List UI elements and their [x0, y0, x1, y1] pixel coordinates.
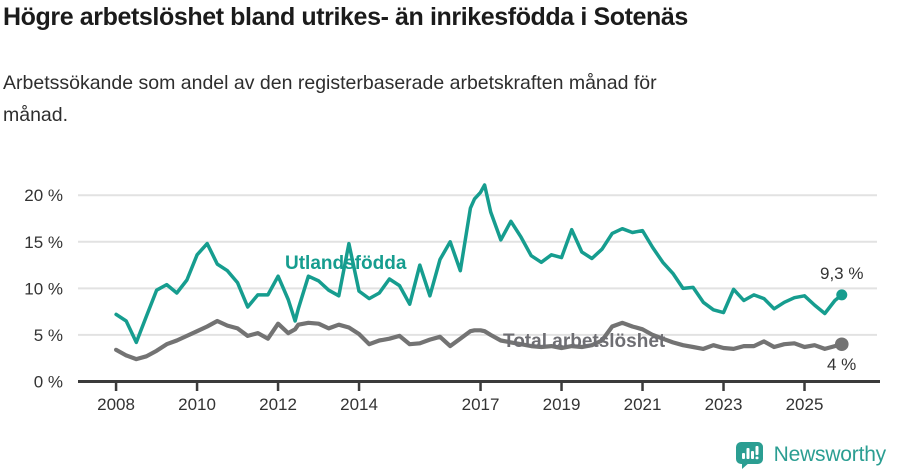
subtitle-line-1: Arbetssökande som andel av den registerb… — [3, 72, 657, 94]
series-label-total-arbetsloshet: Total arbetslöshet — [503, 331, 666, 352]
series-end-dot-total — [834, 337, 849, 352]
x-axis-tick-label: 2025 — [786, 395, 824, 414]
x-axis-tick-label: 2010 — [178, 395, 216, 414]
series-line-utlandsfodda — [114, 183, 844, 345]
page-title: Högre arbetslöshet bland utrikes- än inr… — [3, 3, 688, 31]
end-value-label-utlandsfodda: 9,3 % — [820, 264, 864, 283]
x-axis-tick-label: 2017 — [462, 395, 500, 414]
end-value-label-total: 4 % — [827, 355, 857, 374]
y-axis-tick-label: 15 % — [24, 233, 63, 252]
x-axis-tick-label: 2023 — [705, 395, 743, 414]
y-axis-tick-label: 5 % — [34, 326, 63, 345]
x-axis-tick-label: 2012 — [259, 395, 297, 414]
x-axis-tick-label: 2021 — [624, 395, 662, 414]
newsworthy-logo-icon — [735, 442, 763, 469]
series-label-utlandsfodda: Utlandsfödda — [285, 253, 407, 274]
newsworthy-brand-text: Newsworthy — [773, 443, 887, 466]
y-axis-tick-label: 0 % — [34, 373, 63, 392]
newsworthy-brand: Newsworthy — [732, 440, 886, 470]
x-axis-tick-label: 2014 — [340, 395, 378, 414]
chart-subtitle: Arbetssökande som andel av den registerb… — [3, 67, 863, 131]
x-axis-tick-label: 2008 — [97, 395, 135, 414]
y-axis-tick-label: 20 % — [24, 186, 63, 205]
series-line-total — [113, 318, 844, 362]
y-axis-tick-label: 10 % — [24, 279, 63, 298]
x-axis-tick-label: 2019 — [543, 395, 581, 414]
subtitle-line-2: månad. — [3, 104, 69, 126]
series-end-dot-utlandsfodda — [836, 289, 848, 301]
